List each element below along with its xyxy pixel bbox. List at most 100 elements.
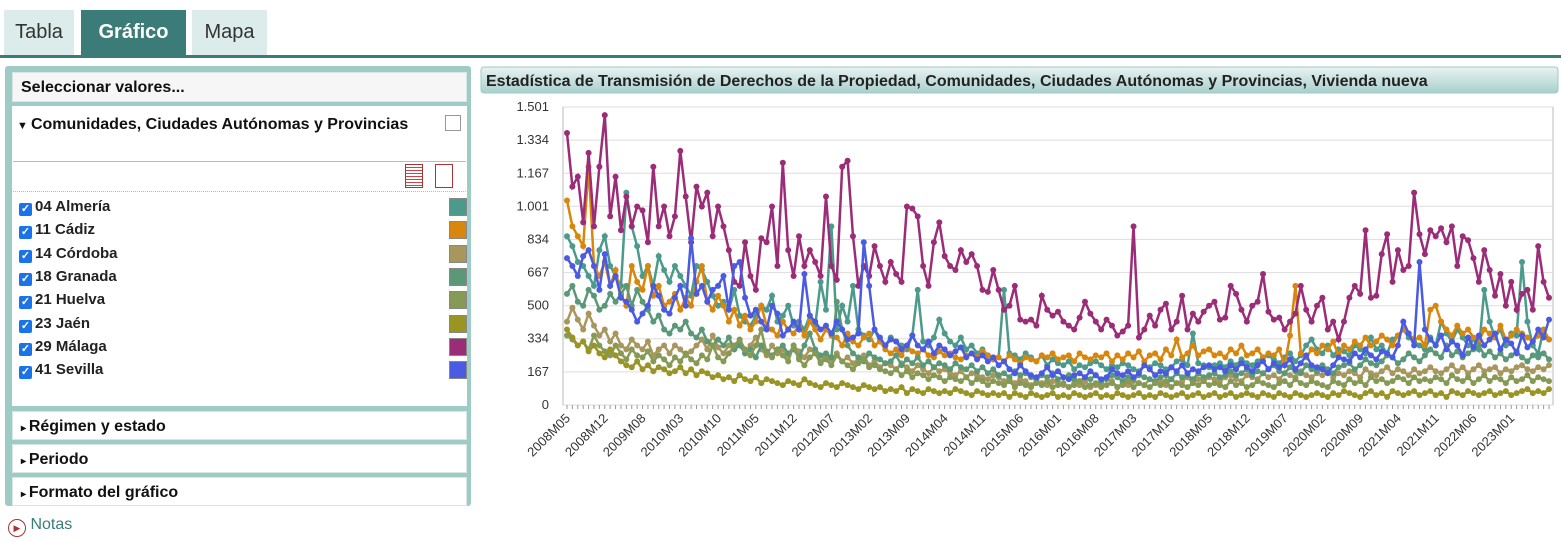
- data-point: [1508, 374, 1515, 381]
- data-point: [1146, 376, 1153, 383]
- data-point: [1081, 394, 1088, 401]
- data-point: [1384, 336, 1391, 343]
- data-point: [1200, 394, 1207, 401]
- select-none-icon[interactable]: [435, 164, 453, 188]
- data-point: [1071, 390, 1078, 397]
- data-point: [984, 358, 991, 365]
- data-point: [1367, 342, 1374, 349]
- series-color-swatch[interactable]: [449, 361, 467, 380]
- data-point: [1367, 334, 1374, 341]
- series-color-swatch[interactable]: [449, 198, 467, 216]
- data-point: [952, 386, 959, 393]
- series-color-swatch[interactable]: [449, 291, 467, 310]
- series-color-swatch[interactable]: [449, 244, 467, 263]
- data-point: [1038, 382, 1045, 389]
- checkbox[interactable]: ✓: [19, 366, 32, 380]
- data-point: [903, 346, 910, 353]
- data-point: [974, 356, 981, 363]
- series-checkbox-item[interactable]: ✓ 04 Almería: [19, 197, 110, 217]
- select-all-icon[interactable]: [405, 164, 423, 188]
- data-point: [947, 350, 954, 357]
- series-checkbox-item[interactable]: ✓ 41 Sevilla: [19, 360, 103, 380]
- tab[interactable]: Tabla: [4, 10, 74, 55]
- data-point: [1222, 364, 1229, 371]
- data-point: [1313, 368, 1320, 375]
- collapsed-section[interactable]: ▸ Periodo: [12, 444, 467, 473]
- checkbox[interactable]: ✓: [19, 226, 32, 240]
- series-checkbox-item[interactable]: ✓ 21 Huelva: [19, 290, 105, 310]
- data-point: [1367, 374, 1374, 381]
- data-point: [1001, 286, 1008, 293]
- collapsed-section[interactable]: ▸ Régimen y estado: [12, 411, 467, 440]
- data-point: [1071, 380, 1078, 387]
- data-point: [1130, 376, 1137, 383]
- data-point: [979, 346, 986, 353]
- series-color-swatch[interactable]: [449, 221, 467, 240]
- data-point: [1459, 233, 1466, 240]
- data-point: [1481, 352, 1488, 359]
- data-point: [893, 270, 900, 277]
- data-point: [909, 386, 916, 393]
- data-point: [1076, 314, 1083, 321]
- series-color-swatch[interactable]: [449, 314, 467, 333]
- collapsed-section[interactable]: ▸ Formato del gráfico: [12, 477, 467, 506]
- checkbox[interactable]: ✓: [19, 319, 32, 333]
- notes-link[interactable]: ▶ Notas: [8, 516, 72, 537]
- checkbox[interactable]: ✓: [19, 272, 32, 286]
- data-point: [1481, 368, 1488, 375]
- data-point: [1125, 374, 1132, 381]
- data-point: [720, 350, 727, 357]
- data-point: [1448, 223, 1455, 230]
- data-point: [1351, 282, 1358, 289]
- sort-icon[interactable]: [445, 115, 461, 131]
- data-point: [887, 370, 894, 377]
- data-point: [1060, 382, 1067, 389]
- data-point: [688, 302, 695, 309]
- data-point: [796, 382, 803, 389]
- data-point: [801, 362, 808, 369]
- series-color-swatch[interactable]: [449, 267, 467, 286]
- section-title[interactable]: ▼ Comunidades, Ciudades Autónomas y Prov…: [17, 116, 409, 133]
- series-color-swatch[interactable]: [449, 337, 467, 356]
- data-point: [774, 350, 781, 357]
- data-point: [671, 354, 678, 361]
- data-point: [1319, 372, 1326, 379]
- tab-active[interactable]: Gráfico: [81, 10, 186, 55]
- data-point: [898, 372, 905, 379]
- data-point: [1211, 380, 1218, 387]
- data-point: [871, 326, 878, 333]
- series-checkbox-item[interactable]: ✓ 11 Cádiz: [19, 220, 95, 240]
- series-checkbox-item[interactable]: ✓ 18 Granada: [19, 267, 117, 287]
- data-point: [1448, 332, 1455, 339]
- data-point: [1179, 356, 1186, 363]
- series-checkbox-item[interactable]: ✓ 14 Córdoba: [19, 244, 118, 264]
- data-point: [1324, 342, 1331, 349]
- tab[interactable]: Mapa: [192, 10, 267, 55]
- checkbox[interactable]: ✓: [19, 249, 32, 263]
- checkbox[interactable]: ✓: [19, 203, 32, 216]
- data-point: [1130, 392, 1137, 399]
- checkbox[interactable]: ✓: [19, 342, 32, 356]
- x-tick-label: 2016M08: [1053, 411, 1102, 460]
- series-checkbox-item[interactable]: ✓ 29 Málaga: [19, 337, 107, 357]
- data-point: [623, 193, 630, 200]
- data-point: [947, 352, 954, 359]
- data-point: [1243, 364, 1250, 371]
- data-point: [1001, 378, 1008, 385]
- data-point: [1529, 368, 1536, 375]
- data-point: [1071, 326, 1078, 333]
- data-point: [1454, 263, 1461, 270]
- data-point: [698, 352, 705, 359]
- data-point: [752, 286, 759, 293]
- data-point: [1335, 336, 1342, 343]
- series-checkbox-item[interactable]: ✓ 23 Jaén: [19, 314, 90, 334]
- data-point: [995, 354, 1002, 361]
- data-point: [979, 364, 986, 371]
- data-point: [650, 358, 657, 365]
- data-point: [1313, 364, 1320, 371]
- data-point: [790, 342, 797, 349]
- data-point: [1535, 350, 1542, 357]
- data-point: [752, 306, 759, 313]
- checkbox[interactable]: ✓: [19, 296, 32, 310]
- data-point: [833, 350, 840, 357]
